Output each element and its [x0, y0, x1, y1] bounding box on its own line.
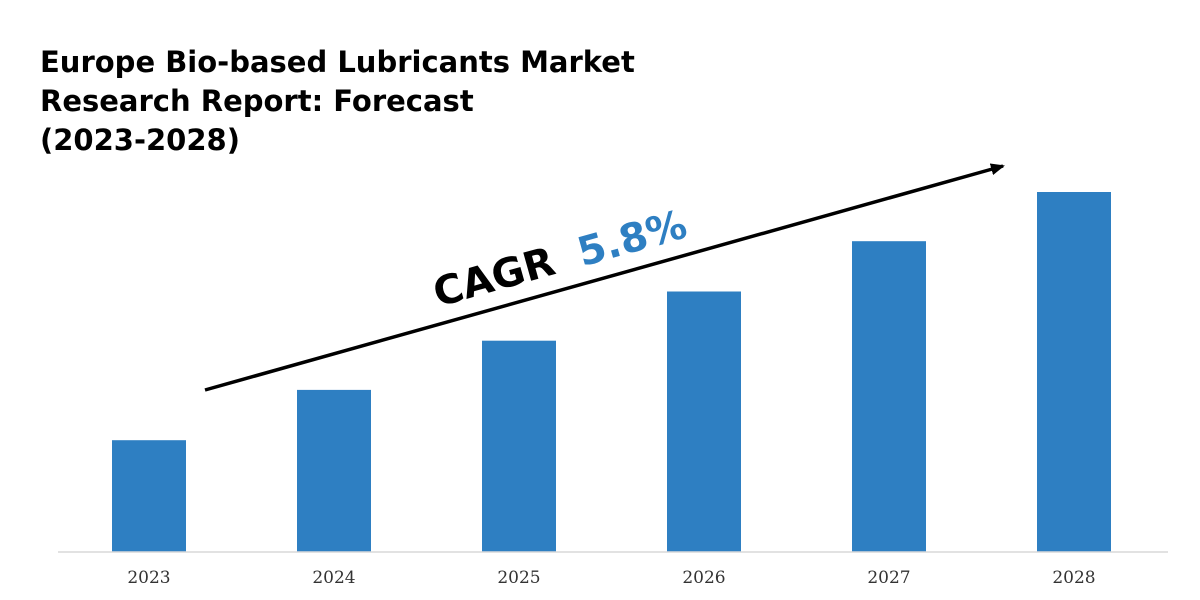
chart-title: Europe Bio-based Lubricants Market Resea…: [40, 45, 635, 157]
title-line-3: (2023-2028): [40, 123, 240, 157]
trend-arrow: [204, 163, 1005, 392]
cagr-value: 5.8%: [573, 202, 692, 276]
x-tick-label-2023: 2023: [127, 568, 170, 588]
cagr-annotation: CAGR 5.8%: [428, 202, 692, 317]
bar-2026: [667, 291, 741, 552]
title-line-1: Europe Bio-based Lubricants Market: [40, 45, 635, 79]
bar-2028: [1037, 192, 1111, 552]
x-tick-labels: 2023 2024 2025 2026 2027 2028: [127, 568, 1095, 588]
cagr-prefix: CAGR: [428, 239, 560, 317]
x-tick-label-2026: 2026: [682, 568, 725, 588]
bar-2024: [297, 389, 371, 552]
bar-2025: [482, 340, 556, 552]
x-tick-label-2028: 2028: [1052, 568, 1095, 588]
bar-2027: [852, 241, 926, 552]
bar-2023: [112, 440, 186, 552]
x-tick-label-2027: 2027: [867, 568, 910, 588]
x-tick-label-2024: 2024: [312, 568, 355, 588]
x-tick-label-2025: 2025: [497, 568, 540, 588]
title-line-2: Research Report: Forecast: [40, 84, 474, 118]
bars: [112, 192, 1111, 552]
